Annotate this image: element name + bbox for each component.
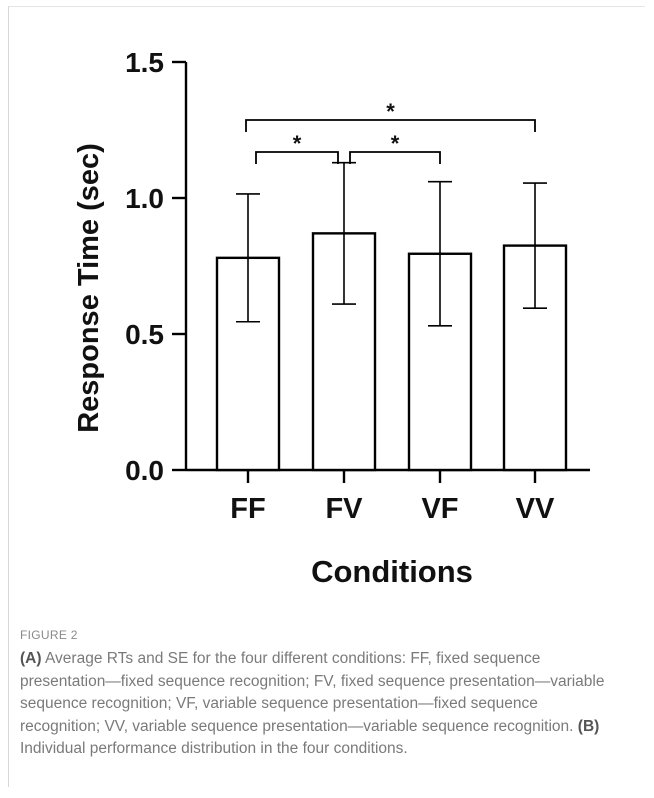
significance-bracket <box>245 119 536 132</box>
y-tick-label: 1.0 <box>125 183 164 214</box>
x-tick-label-vv: VV <box>516 493 555 525</box>
figure-frame <box>8 6 645 787</box>
caption-b-label: (B) <box>577 717 600 735</box>
y-tick-label: 1.5 <box>125 47 164 78</box>
x-tick-label-vf: VF <box>421 493 458 525</box>
significance-bracket <box>255 151 339 164</box>
significance-star: * <box>293 131 302 156</box>
x-tick-label-ff: FF <box>230 493 265 525</box>
x-axis-title: Conditions <box>311 554 473 589</box>
bar-chart: 0.0 0.5 1.0 1.5 Response Time (sec) FF FV VF VV C… <box>73 47 590 589</box>
y-tick-label: 0.0 <box>125 455 164 486</box>
y-axis-title: Response Time (sec) <box>73 143 105 433</box>
caption-a-text: Average RTs and SE for the four differen… <box>20 650 605 735</box>
caption-a-label: (A) <box>20 650 42 667</box>
significance-star: * <box>386 99 395 124</box>
figure-caption: (A) Average RTs and SE for the four diff… <box>20 648 620 761</box>
figure-label: FIGURE 2 <box>20 628 78 642</box>
x-tick-label-fv: FV <box>325 493 363 525</box>
significance-star: * <box>391 131 400 156</box>
y-tick-label: 0.5 <box>125 319 164 350</box>
significance-bracket <box>349 151 441 164</box>
caption-b-text: Individual performance distribution in t… <box>20 740 408 757</box>
